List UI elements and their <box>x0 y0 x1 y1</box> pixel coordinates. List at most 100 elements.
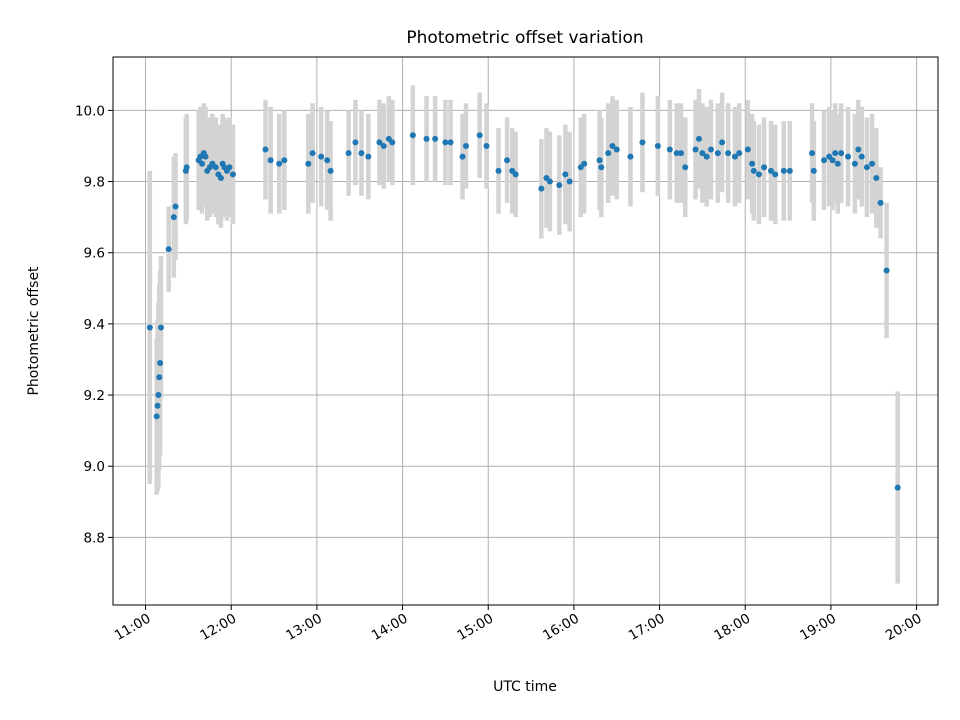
data-point <box>809 150 816 157</box>
data-point <box>462 142 469 149</box>
data-point <box>627 153 634 160</box>
data-point <box>639 139 646 146</box>
data-point <box>432 135 439 142</box>
data-point <box>442 139 449 146</box>
data-point <box>276 160 283 167</box>
data-point <box>423 135 430 142</box>
data-point <box>810 167 817 174</box>
data-point <box>786 167 793 174</box>
y-tick-label: 9.2 <box>84 388 105 404</box>
data-point <box>829 157 836 164</box>
data-point <box>365 153 372 160</box>
data-point <box>495 167 502 174</box>
data-point <box>318 153 325 160</box>
data-point <box>212 164 219 171</box>
data-point <box>883 267 890 274</box>
data-point <box>873 174 880 181</box>
y-axis-label: Photometric offset <box>26 266 42 396</box>
data-point <box>229 171 236 178</box>
data-point <box>476 132 483 139</box>
y-tick-label: 9.4 <box>84 317 105 333</box>
data-point <box>725 150 732 157</box>
y-tick-label: 9.0 <box>84 459 105 475</box>
data-point <box>692 146 699 153</box>
data-point <box>538 185 545 192</box>
data-point <box>281 157 288 164</box>
data-point <box>556 182 563 189</box>
data-point <box>780 167 787 174</box>
data-point <box>155 392 162 399</box>
data-point <box>358 150 365 157</box>
y-tick-label: 8.8 <box>84 530 105 546</box>
chart-title: Photometric offset variation <box>406 28 643 48</box>
data-point <box>309 150 316 157</box>
data-point <box>389 139 396 146</box>
data-point <box>352 139 359 146</box>
data-point <box>863 164 870 171</box>
data-point <box>380 142 387 149</box>
data-point <box>838 150 845 157</box>
data-point <box>172 203 179 210</box>
y-tick-label: 10.0 <box>75 103 105 119</box>
data-point <box>832 150 839 157</box>
y-tick-label: 9.6 <box>84 246 105 262</box>
data-point <box>834 160 841 167</box>
data-point <box>869 160 876 167</box>
data-point <box>165 246 172 253</box>
data-point <box>305 160 312 167</box>
data-point <box>483 142 490 149</box>
x-axis-label: UTC time <box>493 679 557 695</box>
data-point <box>736 150 743 157</box>
data-point <box>666 146 673 153</box>
data-point <box>409 132 416 139</box>
plot-frame <box>112 56 939 606</box>
data-point <box>699 150 706 157</box>
data-point <box>609 142 616 149</box>
data-point <box>714 150 721 157</box>
data-point <box>605 150 612 157</box>
data-point <box>731 153 738 160</box>
data-point <box>459 153 466 160</box>
data-point <box>156 374 163 381</box>
data-point <box>703 153 710 160</box>
data-point <box>772 171 779 178</box>
data-point <box>504 157 511 164</box>
data-point <box>750 167 757 174</box>
data-point <box>376 139 383 146</box>
data-point <box>447 139 454 146</box>
data-point <box>654 142 661 149</box>
data-point <box>682 164 689 171</box>
data-point <box>749 160 756 167</box>
data-point <box>566 178 573 185</box>
data-point <box>170 214 177 221</box>
data-point <box>673 150 680 157</box>
data-point <box>767 167 774 174</box>
data-point <box>327 167 334 174</box>
data-point <box>855 146 862 153</box>
data-point <box>153 413 160 420</box>
data-points <box>146 132 901 491</box>
data-point <box>719 139 726 146</box>
data-point <box>677 150 684 157</box>
data-point <box>345 150 352 157</box>
data-point <box>821 157 828 164</box>
data-point <box>707 146 714 153</box>
data-point <box>894 484 901 491</box>
data-point <box>217 174 224 181</box>
data-point <box>845 153 852 160</box>
y-axis-ticks: 8.8 9.0 9.2 9.4 9.6 9.8 10.0 <box>75 103 113 546</box>
data-point <box>761 164 768 171</box>
data-point <box>562 171 569 178</box>
data-point <box>598 164 605 171</box>
data-point <box>157 324 164 331</box>
data-point <box>262 146 269 153</box>
y-tick-label: 9.8 <box>84 175 105 191</box>
data-point <box>613 146 620 153</box>
data-point <box>199 160 206 167</box>
data-point <box>154 402 161 409</box>
data-point <box>202 153 209 160</box>
data-point <box>581 160 588 167</box>
data-point <box>183 164 190 171</box>
data-point <box>695 135 702 142</box>
